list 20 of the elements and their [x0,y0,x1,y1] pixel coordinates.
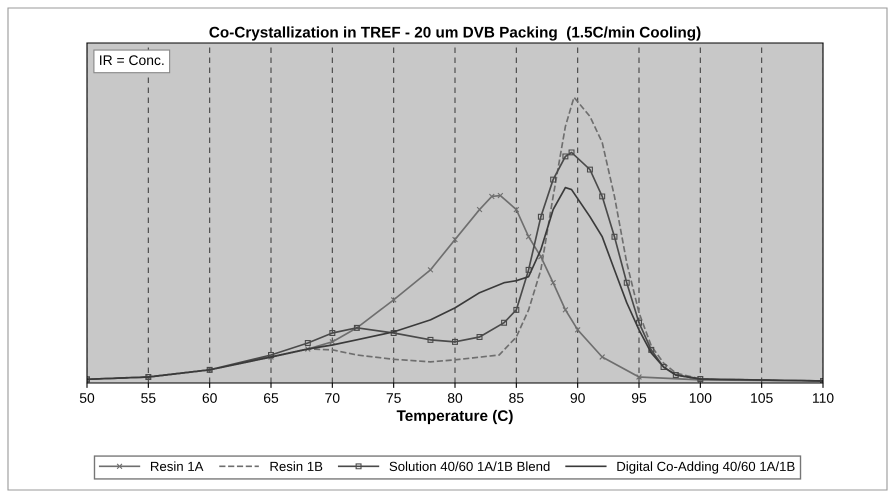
x-tick-label: 100 [690,393,712,403]
x-tick-label: 60 [202,393,217,403]
x-tick-label: 95 [632,393,646,403]
legend-label: Solution 40/60 1A/1B Blend [390,461,550,472]
x-tick-label: 75 [386,393,401,403]
x-tick-label: 50 [80,393,94,403]
x-tick-label: 110 [812,393,834,403]
x-tick-label: 90 [570,393,585,403]
text: IR = Conc. [100,55,164,66]
x-tick-label: 85 [509,393,524,403]
x-tick-label: 65 [264,393,278,403]
legend-label: Digital Co-Adding 40/60 1A/1B [617,461,795,474]
x-tick-label: 55 [141,393,156,403]
x-tick-label: 80 [448,393,462,403]
x-axis-title: Temperature (C) [396,410,513,424]
legend-label: Resin 1A [150,461,204,472]
legend-label: Resin 1B [270,461,322,472]
chart-title: Co-Crystallization in TREF - 20 um DVB Packing (1.5C/min Cooling) [209,26,700,41]
x-tick-label: 105 [751,393,773,403]
x-tick-label: 70 [325,393,340,403]
